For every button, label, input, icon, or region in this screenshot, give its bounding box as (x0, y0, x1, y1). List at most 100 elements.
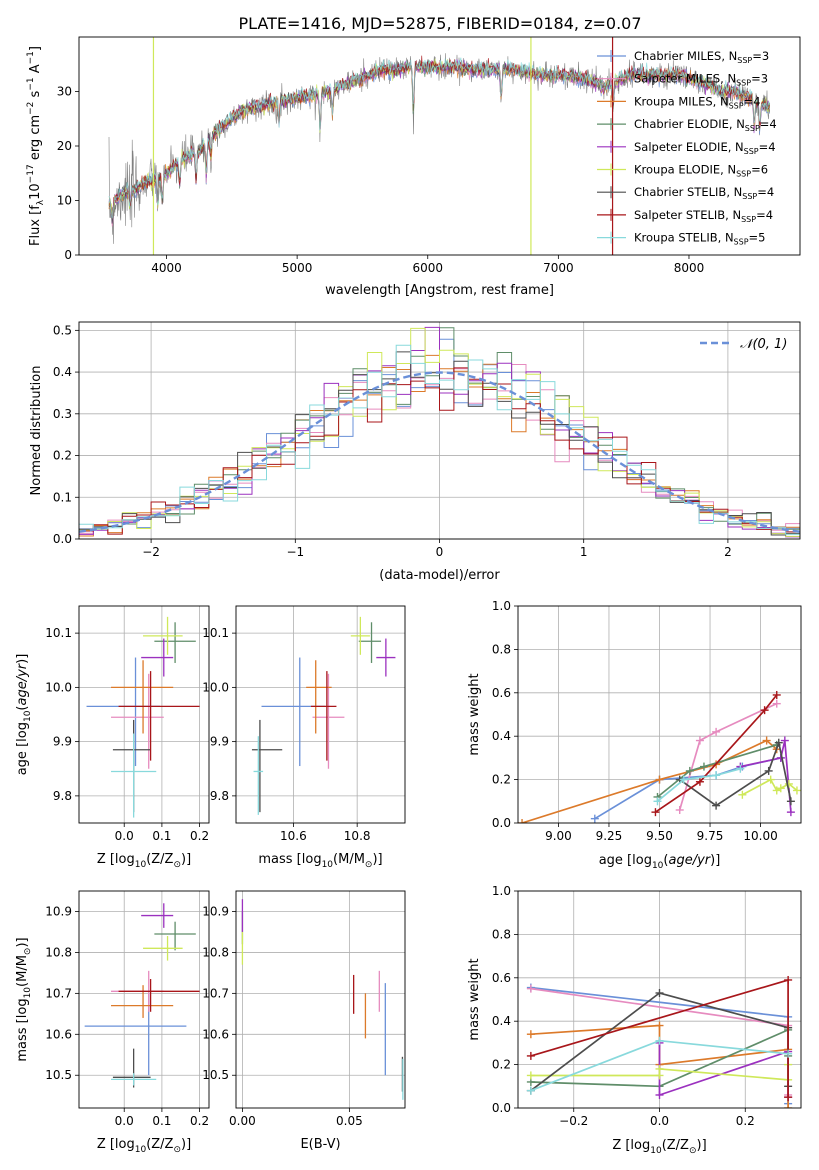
legend-nssp-sub: SSP (745, 124, 760, 133)
y-axis-label-part: −2 (26, 102, 36, 115)
legend-model-name: Chabrier ELODIE (634, 117, 729, 131)
x-tick-label: 6000 (412, 261, 443, 275)
y-tick-label: 1.0 (492, 599, 511, 613)
y-tick-label: 9.8 (53, 789, 72, 803)
legend-nssp-value: 4 (767, 185, 774, 199)
y-axis-label-end: )] (15, 937, 30, 947)
y-tick-label: 10.9 (202, 904, 229, 918)
x-axis-label-main: Z [log (97, 852, 135, 867)
x-tick-label: 9.75 (697, 829, 724, 843)
x-tick-label: 10.8 (344, 829, 371, 843)
y-tick-label: 9.9 (53, 735, 72, 749)
y-tick-label: 0.6 (492, 686, 511, 700)
legend-nssp-prefix: N (727, 72, 736, 86)
y-axis-label-part: λ (36, 199, 46, 205)
y-axis-label: mass weight (467, 958, 482, 1040)
y-tick-label: 9.9 (210, 735, 229, 749)
axes-frame (235, 890, 406, 1109)
y-axis-label-part: −1 (26, 77, 36, 90)
y-tick-label: 10 (57, 194, 72, 208)
x-tick-label: 9.00 (545, 829, 572, 843)
legend-label: Salpeter STELIB, NSSP=4 (634, 208, 773, 224)
y-tick-label: 0.4 (53, 365, 72, 379)
x-tick-label: 0.2 (190, 1114, 209, 1128)
y-tick-label: 0.3 (53, 407, 72, 421)
y-tick-label: 0.8 (492, 642, 511, 656)
legend-nssp-sub: SSP (736, 79, 751, 88)
y-axis-label: Flux [fλ10−17 erg cm−2 s−1 A−1] (26, 46, 46, 246)
x-axis-label-end: )] (181, 1137, 191, 1152)
x-axis-label-main: Z [log (97, 1137, 135, 1152)
legend-label: Kroupa MILES, NSSP=4 (634, 94, 761, 110)
legend-nssp-value: 3 (761, 72, 768, 86)
legend-separator: , (718, 231, 725, 245)
axes-frame (78, 321, 801, 540)
legend-equals: = (760, 117, 770, 131)
y-axis-label-part: ( (15, 706, 30, 711)
axes-frame (78, 605, 210, 824)
y-tick-label: 10.6 (45, 1027, 72, 1041)
x-axis-label-symbol: ⊙ (173, 1145, 181, 1155)
legend-nssp-prefix: N (734, 185, 743, 199)
x-tick-label: 8000 (674, 261, 705, 275)
x-axis-label-part: ( (663, 853, 668, 868)
legend-nssp-value: 5 (758, 231, 765, 245)
y-axis-label-part: −1 (26, 51, 36, 64)
legend-model-name: Salpeter STELIB (634, 208, 725, 222)
x-axis-label-sub: 10 (322, 860, 334, 870)
x-axis-label: Z [log10(Z/Z⊙)] (97, 852, 191, 870)
y-tick-label: 10.0 (202, 680, 229, 694)
legend-model-name: Salpeter ELODIE (634, 140, 728, 154)
legend-nssp-prefix: N (727, 163, 736, 177)
x-tick-label: 0.1 (152, 1114, 171, 1128)
legend-model-name: Kroupa MILES (634, 94, 713, 108)
mass-weight-line (655, 694, 778, 813)
mass-weight-line (521, 739, 778, 823)
legend-separator: , (728, 140, 735, 154)
y-tick-label: 0.6 (492, 971, 511, 985)
y-tick-label: 30 (57, 85, 72, 99)
y-tick-label: 10.7 (202, 986, 229, 1000)
x-axis-label-symbol: ⊙ (173, 860, 181, 870)
x-tick-label: 0.1 (152, 829, 171, 843)
legend-separator: , (726, 185, 733, 199)
y-tick-label: 10.1 (202, 626, 229, 640)
y-axis-label-main: age [log (15, 722, 30, 775)
legend-nssp-prefix: N (736, 117, 745, 131)
axes-frame (78, 36, 801, 256)
axes-frame (235, 605, 406, 824)
legend-nssp-value: 6 (761, 163, 768, 177)
mass-weight-line (740, 740, 792, 813)
x-axis-label: Z [log10(Z/Z⊙)] (97, 1137, 191, 1155)
y-axis-label-sub: 10 (23, 987, 33, 999)
y-tick-label: 0.2 (53, 449, 72, 463)
x-axis-label-sub: 10 (650, 1146, 662, 1156)
x-axis-label-end: )] (710, 853, 720, 868)
x-axis-label-sub: 10 (135, 1145, 147, 1155)
legend-separator: , (720, 163, 727, 177)
y-axis-label-part: s (28, 90, 43, 101)
y-tick-label: 0.1 (53, 490, 72, 504)
y-tick-label: 10.0 (45, 680, 72, 694)
x-tick-label: 0.0 (115, 829, 134, 843)
x-tick-label: 9.50 (646, 829, 673, 843)
legend-nssp-sub: SSP (742, 192, 757, 201)
legend-model-name: Chabrier MILES (634, 49, 721, 63)
x-tick-label: 5000 (282, 261, 313, 275)
legend-label: Salpeter ELODIE, NSSP=4 (634, 140, 776, 156)
x-tick-label: 4000 (151, 261, 182, 275)
x-axis-label-sub: 10 (652, 861, 664, 871)
legend-nssp-sub: SSP (729, 101, 744, 110)
legend-nssp-prefix: N (720, 94, 729, 108)
x-axis-label-symbol: ⊙ (365, 860, 373, 870)
legend-separator: , (725, 208, 732, 222)
legend-nssp-value: 4 (768, 140, 775, 154)
y-axis-label-part: age/yr (15, 662, 30, 705)
y-tick-label: 0.0 (492, 816, 511, 830)
y-axis-label-part: erg cm (28, 115, 43, 164)
y-tick-label: 0.2 (492, 773, 511, 787)
legend-label: Kroupa STELIB, NSSP=5 (634, 231, 766, 247)
plot-area (241, 899, 404, 1100)
y-axis-label: mass [log10(M/M⊙)] (15, 937, 33, 1061)
legend-separator: , (729, 117, 736, 131)
